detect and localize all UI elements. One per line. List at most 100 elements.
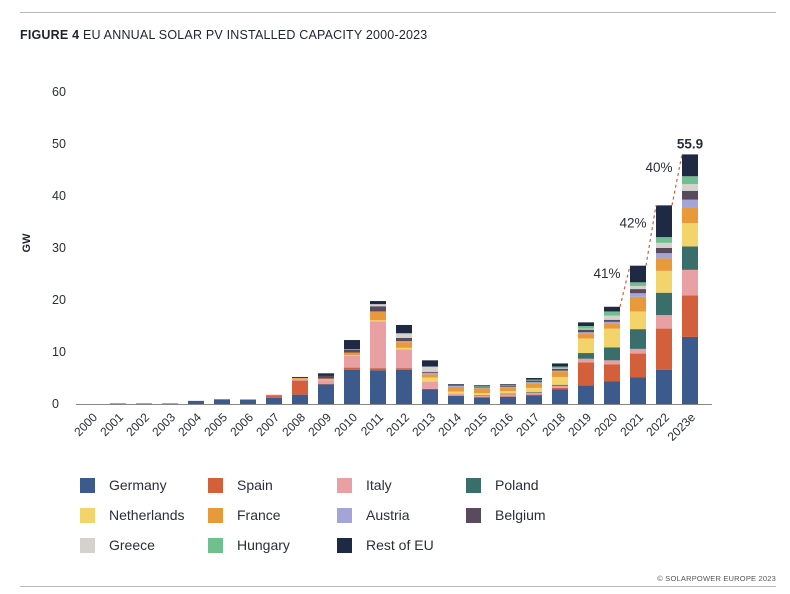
- bar-segment-rest-of-eu-2022: [656, 205, 672, 238]
- bar-segment-italy-2014: [448, 393, 464, 396]
- legend-swatch: [337, 477, 352, 493]
- x-tick-label-2001: 2001: [97, 410, 126, 439]
- x-tick-label-2019: 2019: [565, 410, 594, 439]
- legend-swatch: [337, 507, 352, 523]
- bar-segment-france-2014: [448, 386, 464, 392]
- bar-segment-spain-2009: [318, 383, 334, 385]
- bar-segment-belgium-2021: [630, 289, 646, 294]
- bar-segment-belgium-2020: [604, 319, 620, 322]
- bar-segment-france-2023e: [682, 207, 698, 224]
- bar-segment-rest-of-eu-2013: [422, 360, 438, 367]
- x-tick-label-2008: 2008: [279, 410, 308, 439]
- bar-segment-germany-2005: [214, 399, 230, 404]
- bar-segment-germany-2003: [162, 403, 178, 405]
- bar-segment-greece-2011: [370, 304, 386, 307]
- x-tick-label-2015: 2015: [461, 410, 490, 439]
- bar-segment-poland-2020: [604, 347, 620, 361]
- bar-segment-rest-of-eu-2016: [500, 384, 516, 386]
- legend-swatch: [208, 477, 223, 493]
- bar-segment-netherlands-2018: [552, 376, 568, 385]
- bar-segment-germany-2006: [240, 399, 256, 404]
- growth-label-2023e: 40%: [645, 160, 672, 175]
- bar-segment-belgium-2023e: [682, 190, 698, 200]
- bar-segment-germany-2013: [422, 389, 438, 404]
- bar-segment-spain-2012: [396, 368, 412, 370]
- bar-segment-netherlands-2012: [396, 347, 412, 350]
- legend-swatch: [466, 477, 481, 493]
- legend-item-poland: Poland: [466, 476, 539, 494]
- bar-segment-rest-of-eu-2008: [292, 376, 308, 378]
- bar-segment-belgium-2013: [422, 371, 438, 373]
- bar-segment-austria-2021: [630, 293, 646, 297]
- bar-segment-belgium-2014: [448, 385, 464, 386]
- bar-segment-italy-2019: [578, 358, 594, 363]
- bar-segment-netherlands-2013: [422, 377, 438, 382]
- bar-segment-france-2017: [526, 383, 542, 388]
- legend-swatch: [80, 537, 95, 553]
- legend-item-austria: Austria: [337, 506, 410, 524]
- bar-segment-italy-2021: [630, 348, 646, 354]
- bar-segment-spain-2010: [344, 367, 360, 370]
- bar-segment-poland-2021: [630, 329, 646, 349]
- bar-segment-greece-2010: [344, 349, 360, 350]
- bar-segment-netherlands-2010: [344, 355, 360, 356]
- y-tick-label: 0: [52, 397, 59, 411]
- y-tick-label: 50: [52, 137, 66, 151]
- bar-segment-hungary-2023e: [682, 176, 698, 185]
- bar-segment-netherlands-2017: [526, 387, 542, 393]
- legend-label: Netherlands: [109, 507, 185, 523]
- bar-segment-germany-2020: [604, 381, 620, 404]
- bar-segment-italy-2008: [292, 379, 308, 381]
- bar-segment-germany-2019: [578, 385, 594, 404]
- x-tick-label-2007: 2007: [253, 410, 282, 439]
- bar-segment-france-2009: [318, 378, 334, 380]
- bar-segment-italy-2022: [656, 315, 672, 329]
- bar-segment-netherlands-2015: [474, 393, 490, 396]
- bar-segment-rest-of-eu-2023e: [682, 154, 698, 177]
- bar-segment-spain-2011: [370, 368, 386, 371]
- x-tick-label-2020: 2020: [591, 410, 620, 439]
- bar-segment-italy-2011: [370, 321, 386, 369]
- bar-segment-belgium-2008: [292, 377, 308, 379]
- bar-segment-germany-2021: [630, 377, 646, 404]
- bar-segment-germany-2012: [396, 369, 412, 404]
- bar-segment-spain-2017: [526, 394, 542, 396]
- bar-segment-italy-2020: [604, 360, 620, 365]
- legend-swatch: [466, 507, 481, 523]
- legend-swatch: [208, 507, 223, 523]
- legend-label: Poland: [495, 477, 539, 493]
- figure-label: FIGURE 4: [20, 28, 80, 42]
- legend-label: Austria: [366, 507, 410, 523]
- x-tick-label-2011: 2011: [358, 410, 386, 438]
- bar-segment-hungary-2015: [474, 386, 490, 387]
- bar-segment-germany-2017: [526, 395, 542, 404]
- top-rule: [20, 12, 776, 13]
- bar-segment-austria-2012: [396, 341, 412, 343]
- legend-item-rest-of-eu: Rest of EU: [337, 536, 434, 554]
- bar-segment-spain-2006: [240, 399, 256, 400]
- bar-segment-austria-2011: [370, 311, 386, 313]
- bar-segment-france-2010: [344, 352, 360, 356]
- bar-segment-spain-2016: [500, 396, 516, 397]
- bar-segment-spain-2023e: [682, 295, 698, 337]
- x-tick-label-2006: 2006: [227, 410, 256, 439]
- y-tick-label: 60: [52, 85, 66, 99]
- bar-segment-germany-2018: [552, 389, 568, 404]
- bar-segment-greece-2019: [578, 328, 594, 330]
- bar-segment-hungary-2020: [604, 311, 620, 316]
- bar-segment-belgium-2011: [370, 306, 386, 312]
- bar-segment-rest-of-eu-2020: [604, 306, 620, 312]
- bar-segment-austria-2016: [500, 386, 516, 388]
- growth-label-2022: 42%: [619, 216, 646, 231]
- y-tick-label: 40: [52, 189, 66, 203]
- bar-segment-france-2020: [604, 323, 620, 329]
- legend-label: Rest of EU: [366, 537, 434, 553]
- bar-segment-germany-2004: [188, 400, 204, 404]
- legend-swatch: [80, 507, 95, 523]
- legend-label: Spain: [237, 477, 273, 493]
- bar-segment-rest-of-eu-2009: [318, 373, 334, 376]
- bar-segment-rest-of-eu-2021: [630, 265, 646, 283]
- bar-segment-italy-2012: [396, 349, 412, 369]
- legend-swatch: [337, 537, 352, 553]
